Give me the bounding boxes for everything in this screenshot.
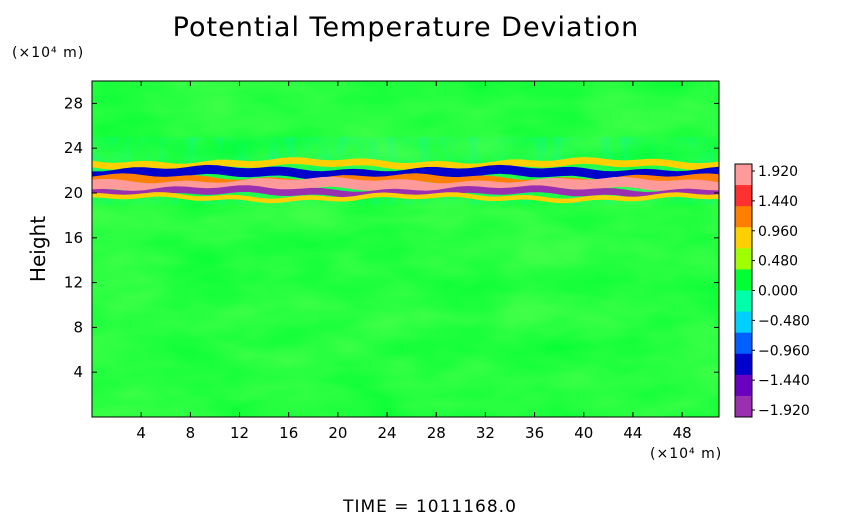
- y-tick-label: 16: [64, 229, 83, 247]
- y-tick-label: 4: [73, 363, 83, 381]
- colorbar-label: 0.960: [758, 224, 798, 240]
- colorbar-label: −1.920: [758, 403, 810, 419]
- chart-title: Potential Temperature Deviation: [172, 12, 640, 43]
- x-axis-unit: (×10⁴ m): [650, 446, 723, 462]
- colorbar-swatch: [735, 227, 752, 249]
- x-tick-label: 12: [230, 424, 249, 442]
- colorbar-label: 0.480: [758, 254, 798, 270]
- heatmap-field: [92, 81, 719, 417]
- colorbar-swatch: [735, 395, 752, 418]
- x-tick-label: 8: [186, 424, 196, 442]
- y-axis-unit: (×10⁴ m): [12, 45, 85, 61]
- colorbar-swatch: [735, 353, 752, 376]
- x-tick-label: 32: [476, 424, 495, 442]
- field-band: [92, 164, 719, 181]
- colorbar-swatch: [735, 290, 752, 313]
- field-band: [92, 157, 719, 171]
- colorbar: 1.920 1.440 0.960 0.480 0.000 −0.480 −0.960 −1.…: [734, 163, 810, 419]
- time-readout: TIME = 1011168.0: [343, 497, 517, 517]
- colorbar-swatch: [735, 185, 752, 207]
- y-tick-label: 28: [64, 94, 83, 112]
- plot-frame: [91, 80, 720, 418]
- x-tick-label: 40: [574, 424, 593, 442]
- x-tick-label: 44: [623, 424, 642, 442]
- field-texture: [92, 81, 719, 417]
- x-axis: 4 8 12 16 20 24 28 32 36 40 44 48: [136, 81, 692, 442]
- y-tick-label: 20: [64, 184, 83, 202]
- colorbar-label: 0.000: [758, 284, 798, 300]
- x-tick-label: 36: [525, 424, 544, 442]
- x-tick-label: 24: [378, 424, 397, 442]
- colorbar-label: 1.440: [758, 194, 798, 210]
- colorbar-label: −1.440: [758, 373, 810, 389]
- y-tick-label: 24: [64, 139, 83, 157]
- colorbar-label: −0.960: [758, 343, 810, 359]
- x-tick-label: 28: [427, 424, 446, 442]
- colorbar-swatch: [735, 374, 752, 397]
- x-tick-label: 48: [673, 424, 692, 442]
- colorbar-swatch: [735, 311, 752, 334]
- field-band: [92, 176, 719, 194]
- colorbar-swatch: [735, 206, 752, 228]
- y-axis: 4 8 12 16 20 24 28: [64, 94, 719, 381]
- colorbar-swatch: [735, 164, 752, 186]
- colorbar-label: −0.480: [758, 313, 810, 329]
- colorbar-swatch: [735, 248, 752, 270]
- colorbar-swatch: [735, 269, 752, 291]
- field-band: [92, 192, 719, 204]
- x-tick-label: 20: [328, 424, 347, 442]
- x-tick-label: 4: [136, 424, 146, 442]
- colorbar-swatch: [735, 332, 752, 355]
- field-band: [92, 185, 719, 199]
- x-tick-label: 16: [279, 424, 298, 442]
- colorbar-label: 1.920: [758, 164, 798, 180]
- y-tick-label: 8: [73, 318, 83, 336]
- y-tick-label: 12: [64, 274, 83, 292]
